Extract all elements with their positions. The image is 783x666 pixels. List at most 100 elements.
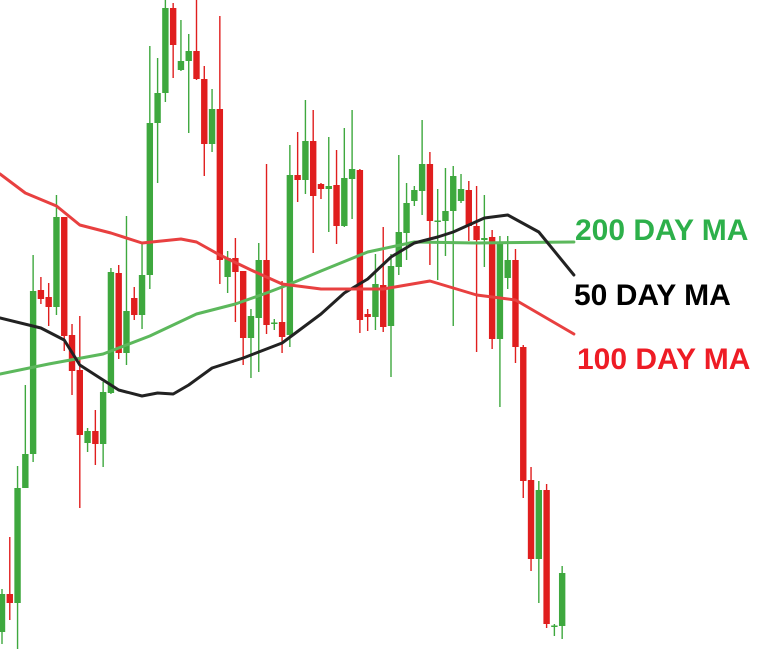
legend-label-100-day-ma: 100 DAY MA [577,343,751,376]
candle-body [348,169,356,179]
legend-label-200-day-ma: 200 DAY MA [575,214,749,247]
candle-body [426,164,434,221]
candle-body [169,8,177,45]
candle-body [535,490,543,559]
candle-body [154,93,161,123]
candle-body [45,297,52,307]
candle-down [45,283,52,326]
candle-up [154,58,161,183]
candle-up [22,385,29,488]
candle-body [232,258,239,272]
candle-body [325,186,332,189]
candle-body [107,272,115,393]
candle-up [341,128,348,227]
candle-up [53,195,60,315]
candle-down [364,309,371,331]
candle-down [317,183,325,199]
candle-body [146,123,154,275]
candle-body [418,164,426,191]
candle-body [341,178,348,226]
candle-down [512,249,519,363]
candle-down [333,150,340,244]
candle-down [488,230,496,349]
candle-down [356,169,364,333]
candle-body [6,594,13,603]
candle-body [255,260,262,318]
candle-body [488,237,496,339]
candle-body [224,258,231,277]
candle-body [286,175,294,335]
candle-up [372,254,379,330]
candle-body [356,170,364,320]
candle-up [551,624,558,636]
candle-up [481,195,488,267]
candle-body [504,260,511,278]
candle-down [278,281,286,353]
candle-body [247,316,255,338]
candle-body [216,109,224,260]
candle-up [0,589,6,644]
candle-down [201,66,208,176]
candle-up [123,216,130,365]
candle-down [169,3,177,78]
candle-body [317,184,325,189]
candle-up [434,189,441,280]
candle-body [512,260,519,347]
candle-down [294,132,301,202]
candle-up [457,174,465,203]
candle-down [37,277,45,304]
candle-down [380,227,387,332]
moving-averages [0,172,576,398]
candle-body [442,211,449,221]
candle-body [473,226,480,240]
candle-body [434,220,441,222]
candle-body [53,217,60,307]
candle-down [527,467,535,571]
candle-body [123,311,130,353]
candle-down [193,0,200,80]
candle-up [185,34,192,133]
candle-body [92,431,99,444]
candle-body [465,190,472,226]
candle-up [208,89,216,152]
candle-down [520,345,527,498]
candle-body [520,347,527,481]
candle-body [177,61,185,70]
candle-up [138,244,146,329]
legend-label-50-day-ma: 50 DAY MA [574,279,731,312]
candle-up [558,566,566,639]
candle-body [403,203,410,233]
candle-body [131,298,138,315]
candle-up [84,428,91,452]
candle-body [411,190,418,201]
candle-body [193,51,200,79]
candle-body [372,284,379,317]
candle-down [465,181,472,241]
candle-down [61,217,68,351]
candle-body [310,141,317,196]
candle-down [473,186,480,352]
candle-body [76,370,83,435]
candle-up [325,137,332,232]
candle-body [457,189,465,201]
candle-body [278,322,286,337]
candle-body [527,480,535,559]
candle-body [558,573,566,626]
candle-body [380,285,387,327]
candle-down [426,152,434,265]
candle-body [61,217,68,336]
candle-body [387,266,395,326]
candle-up [146,46,154,289]
candle-up [496,236,504,407]
candle-body [22,454,29,488]
candle-body [138,275,146,315]
candles [0,0,566,649]
candle-body [37,290,45,299]
candle-up [535,481,543,603]
candle-body [294,175,301,180]
candle-body [14,488,21,603]
candle-down [131,287,138,320]
candle-body [201,79,208,144]
candle-body [84,431,91,443]
